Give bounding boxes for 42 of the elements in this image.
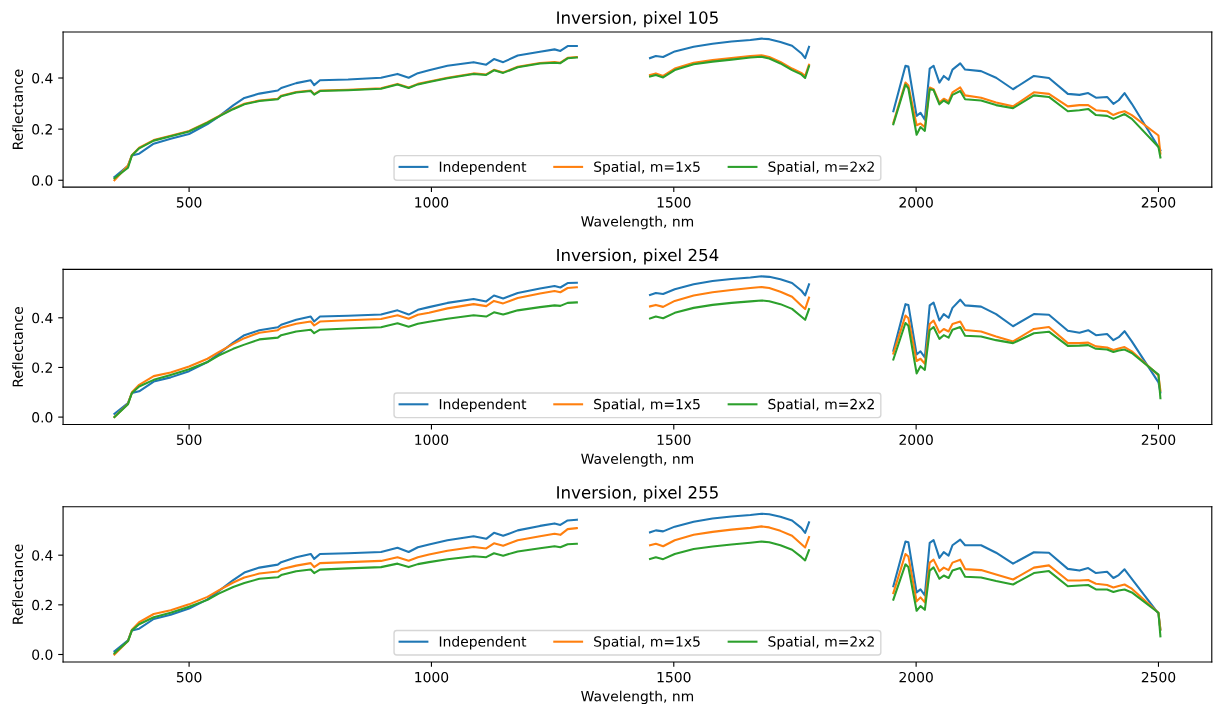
- x-axis-title: Wavelength, nm: [581, 215, 694, 230]
- y-tick-label: 0.4: [32, 72, 53, 84]
- x-tick-label: 500: [176, 197, 202, 208]
- chart-title: Inversion, pixel 105: [557, 11, 718, 28]
- x-tick-label: 500: [176, 671, 202, 683]
- x-tick-label: 1000: [415, 434, 449, 446]
- x-tick-label: 1000: [415, 197, 449, 208]
- x-tick-label: 1500: [657, 671, 691, 683]
- y-axis-title: Reflectance: [12, 544, 24, 624]
- y-tick-label: 0.2: [32, 124, 52, 135]
- x-axis-title: Wavelength, nm: [581, 690, 694, 705]
- legend-label: Spatial, m=2x2: [768, 161, 874, 175]
- y-tick-label: 0.0: [32, 412, 53, 423]
- x-tick-label: 2000: [899, 671, 933, 683]
- y-tick-label: 0.2: [32, 599, 52, 611]
- x-tick-label: 1500: [657, 197, 691, 208]
- chart-title: Inversion, pixel 254: [557, 248, 719, 265]
- y-tick-label: 0.0: [32, 175, 53, 186]
- legend-label: Spatial, m=2x2: [768, 398, 874, 413]
- x-tick-label: 500: [176, 434, 202, 446]
- x-tick-label: 2500: [1141, 434, 1176, 446]
- chart-title: Inversion, pixel 255: [557, 485, 718, 502]
- legend-label: Spatial, m=1x5: [594, 636, 700, 650]
- legend-label: Independent: [439, 398, 527, 413]
- y-tick-label: 0.2: [32, 362, 52, 373]
- y-tick-label: 0.4: [32, 550, 53, 561]
- x-tick-label: 2000: [899, 197, 933, 208]
- x-axis-title: Wavelength, nm: [581, 453, 694, 467]
- legend-label: Independent: [439, 636, 527, 650]
- legend-label: Spatial, m=1x5: [594, 398, 700, 413]
- x-tick-label: 2500: [1141, 197, 1176, 208]
- legend-label: Spatial, m=2x2: [768, 636, 874, 650]
- legend-label: Independent: [439, 161, 527, 175]
- x-tick-label: 2500: [1141, 671, 1176, 683]
- y-axis-title: Reflectance: [12, 306, 24, 387]
- x-tick-label: 1000: [415, 671, 449, 683]
- x-tick-label: 2000: [899, 434, 933, 446]
- y-axis-title: Reflectance: [12, 69, 24, 149]
- legend-label: Spatial, m=1x5: [594, 161, 700, 175]
- y-tick-label: 0.0: [32, 649, 53, 660]
- x-tick-label: 1500: [657, 434, 691, 446]
- y-tick-label: 0.4: [32, 312, 53, 324]
